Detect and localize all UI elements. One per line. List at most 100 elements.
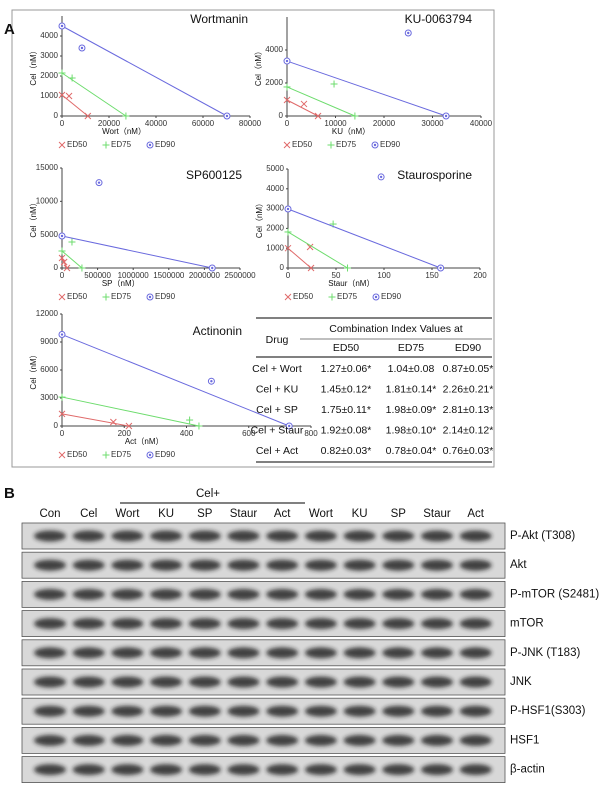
isobole-line	[61, 94, 89, 117]
marker-stroke	[284, 244, 292, 252]
band	[304, 676, 337, 688]
chart-title: KU-0063794	[405, 12, 473, 26]
blot-strip	[21, 756, 506, 783]
marker-stroke	[63, 264, 71, 272]
band	[421, 647, 453, 659]
marker-stroke	[58, 410, 66, 418]
y-tick-label: 2000	[265, 78, 283, 87]
marker	[285, 422, 293, 430]
band	[34, 530, 66, 542]
band	[111, 764, 144, 776]
blot-strip	[21, 639, 506, 667]
band	[266, 647, 299, 659]
legend-marker	[102, 451, 110, 459]
band	[227, 734, 260, 746]
y-tick-label: 5000	[266, 164, 284, 173]
band	[266, 559, 299, 571]
band	[188, 530, 221, 542]
x-tick-label: 2500000	[224, 271, 256, 280]
row-label: P-HSF1(S303)	[510, 705, 586, 717]
y-axis-label: Cel（nM）	[29, 350, 38, 389]
marker-dot	[60, 234, 64, 238]
marker	[351, 112, 359, 120]
band	[459, 705, 492, 717]
marker	[78, 264, 86, 272]
marker	[442, 112, 450, 120]
band	[111, 588, 144, 600]
band	[227, 559, 260, 571]
legend-marker	[102, 141, 110, 149]
table-header: ED50	[333, 342, 359, 354]
x-tick-label: 2000000	[189, 271, 221, 280]
panel-label: A	[4, 21, 15, 38]
band	[111, 530, 144, 542]
x-tick-label: 150	[425, 271, 439, 280]
table-cell: 2.81±0.13*	[443, 404, 494, 416]
marker-stroke	[84, 112, 92, 120]
legend-label: ED75	[111, 140, 132, 149]
x-tick-label: 10000	[324, 119, 347, 128]
band	[304, 705, 337, 717]
band	[111, 705, 144, 717]
y-tick-label: 1000	[40, 91, 58, 100]
marker	[68, 74, 76, 82]
band	[343, 764, 376, 776]
band	[227, 588, 260, 600]
y-tick-label: 9000	[40, 337, 58, 346]
band	[304, 647, 337, 659]
x-tick-label: 1000000	[118, 271, 150, 280]
band	[188, 647, 221, 659]
band	[304, 618, 337, 630]
marker-dot	[60, 333, 64, 336]
legend-marker	[146, 293, 154, 301]
y-tick-label: 2000	[266, 224, 284, 233]
band	[421, 618, 453, 630]
band	[72, 559, 105, 571]
chart-title: SP600125	[186, 168, 242, 182]
marker-dot	[285, 59, 289, 63]
lane-label: Con	[39, 508, 60, 520]
band	[72, 647, 105, 659]
marker-stroke	[60, 258, 68, 266]
blot-strip	[21, 522, 506, 550]
band	[111, 618, 144, 630]
legend-label: ED50	[67, 292, 88, 301]
legend-label: ED90	[155, 292, 176, 301]
x-axis-label: SP（nM）	[102, 279, 140, 288]
y-tick-label: 4000	[40, 31, 58, 40]
band	[188, 764, 221, 776]
marker	[377, 173, 385, 181]
band	[72, 676, 105, 688]
marker	[330, 80, 338, 88]
band	[266, 705, 299, 717]
marker-dot	[374, 295, 378, 299]
legend-label: ED50	[292, 140, 313, 149]
isobole-line	[61, 250, 83, 269]
x-tick-label: 400	[180, 429, 194, 438]
band	[459, 734, 492, 746]
table-cell: Cel + Act	[256, 445, 298, 457]
lane-label: SP	[197, 508, 213, 520]
row-label: P-Akt (T308)	[510, 530, 575, 542]
marker	[314, 112, 322, 120]
y-tick-label: 10000	[36, 196, 59, 205]
marker-dot	[407, 31, 410, 35]
table-cell: Cel + KU	[256, 383, 298, 395]
legend-label: ED90	[155, 450, 176, 459]
x-tick-label: 60000	[192, 119, 215, 128]
marker	[95, 179, 103, 187]
y-tick-label: 2000	[40, 71, 58, 80]
y-tick-label: 0	[54, 421, 59, 430]
marker	[84, 112, 92, 120]
isobole-line	[286, 86, 356, 117]
lane-label: Act	[467, 508, 484, 520]
band	[111, 647, 144, 659]
marker-dot	[379, 175, 383, 179]
band	[421, 530, 453, 542]
marker-dot	[148, 295, 152, 299]
band	[227, 764, 260, 776]
legend-marker	[58, 451, 66, 459]
band	[188, 676, 221, 688]
band	[343, 705, 376, 717]
marker-stroke	[283, 141, 291, 149]
